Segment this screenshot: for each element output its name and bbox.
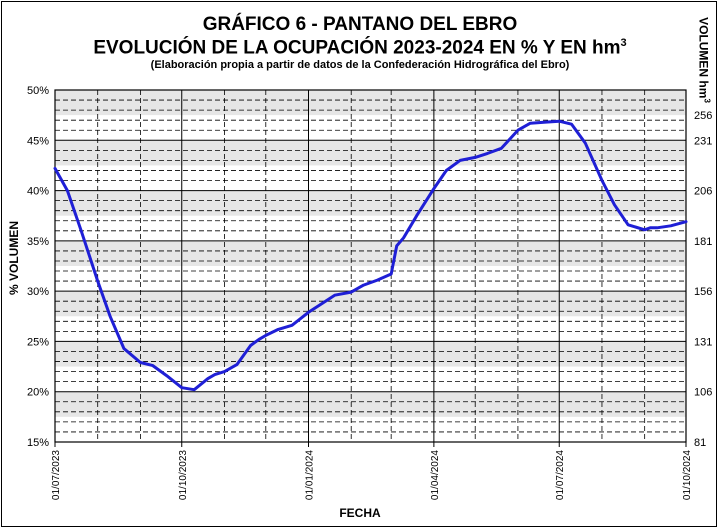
- y-tick-label: 15%: [27, 437, 49, 449]
- grid-band: [55, 291, 686, 317]
- grid-band: [55, 140, 686, 166]
- chart-title: GRÁFICO 6 - PANTANO DEL EBRO: [202, 14, 518, 35]
- grid-band: [55, 190, 686, 216]
- grid-band: [55, 240, 686, 266]
- y2-axis-label-superscript: 3: [702, 98, 712, 103]
- x-tick-label: 01/10/2024: [682, 450, 693, 500]
- y2-tick-label: 231: [694, 135, 712, 147]
- grid-band: [55, 341, 686, 367]
- grid-band: [55, 391, 686, 417]
- chart-subtitle-superscript: 3: [620, 37, 627, 49]
- y2-tick-label: 131: [694, 336, 712, 348]
- y-axis-label: % VOLUMEN: [7, 220, 21, 296]
- y2-axis-label-text: VOLUMEN hm: [696, 17, 711, 99]
- grid-band: [55, 90, 686, 116]
- y-tick-label: 20%: [27, 387, 49, 399]
- x-tick-label: 01/01/2024: [305, 450, 316, 500]
- y2-tick-label: 106: [694, 387, 712, 399]
- y-tick-label: 40%: [27, 186, 49, 198]
- y-tick-label: 25%: [27, 336, 49, 348]
- y2-tick-label: 256: [694, 110, 712, 122]
- plot-border: [54, 89, 687, 443]
- y2-tick-label: 181: [694, 236, 712, 248]
- x-tick-label: 01/07/2023: [51, 450, 62, 500]
- y-tick-label: 45%: [27, 135, 49, 147]
- y2-tick-label: 156: [694, 286, 712, 298]
- y-tick-label: 30%: [27, 286, 49, 298]
- y2-tick-label: 206: [694, 186, 712, 198]
- chart-subtitle-text: EVOLUCIÓN DE LA OCUPACIÓN 2023-2024 EN %…: [93, 37, 621, 59]
- chart-subtitle: EVOLUCIÓN DE LA OCUPACIÓN 2023-2024 EN %…: [0, 37, 720, 59]
- y-tick-label: 50%: [27, 85, 49, 97]
- series-line-ocupacion: [53, 119, 688, 392]
- y2-axis-label: VOLUMEN hm3: [697, 17, 712, 103]
- x-axis-label: FECHA: [339, 506, 381, 520]
- chart-source-note: (Elaboración propia a partir de datos de…: [150, 59, 570, 71]
- x-tick-label: 01/10/2023: [178, 450, 189, 500]
- y-tick-label: 35%: [27, 236, 49, 248]
- y2-tick-label: 81: [694, 437, 706, 449]
- x-tick-label: 01/04/2024: [430, 450, 441, 500]
- x-tick-label: 01/07/2024: [555, 450, 566, 500]
